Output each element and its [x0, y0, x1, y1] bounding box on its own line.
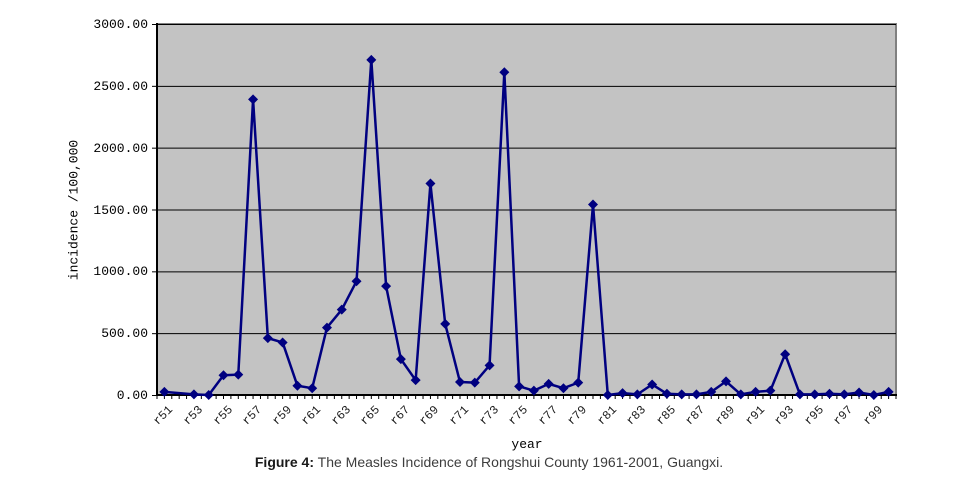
data-point-marker: [395, 354, 406, 365]
y-tick-label: 0.00: [116, 388, 148, 403]
data-point-marker: [780, 349, 791, 360]
data-point-marker: [336, 304, 347, 315]
y-axis-title: incidence /100,000: [66, 139, 82, 281]
data-point-marker: [233, 369, 244, 380]
data-point-marker: [573, 377, 584, 388]
data-point-marker: [307, 383, 318, 394]
data-point-marker: [735, 389, 746, 400]
data-point-marker: [839, 389, 850, 400]
data-point-marker: [351, 276, 362, 287]
y-tick-label: 500.00: [101, 326, 148, 342]
data-point-marker: [647, 379, 658, 390]
data-point-marker: [809, 389, 820, 400]
caption-text: The Measles Incidence of Rongshui County…: [314, 454, 724, 470]
data-point-marker: [883, 386, 894, 397]
y-tick-label: 1500.00: [93, 202, 148, 218]
data-point-marker: [440, 318, 451, 329]
data-point-marker: [366, 54, 377, 65]
data-point-marker: [514, 381, 525, 392]
data-point-marker: [765, 385, 776, 396]
data-point-marker: [602, 390, 613, 400]
data-point-marker: [469, 377, 480, 388]
data-point-marker: [543, 378, 554, 389]
data-point-marker: [868, 390, 879, 400]
data-point-marker: [381, 281, 392, 292]
data-point-marker: [617, 388, 628, 399]
data-point-marker: [691, 389, 702, 400]
data-point-marker: [159, 386, 170, 397]
data-point-marker: [499, 67, 510, 78]
data-point-marker: [824, 388, 835, 399]
plot-area: [152, 23, 897, 400]
data-point-marker: [248, 94, 259, 105]
data-point-marker: [661, 388, 672, 399]
data-point-marker: [321, 322, 332, 333]
data-point-marker: [425, 178, 436, 189]
caption-label: Figure 4:: [254, 454, 314, 470]
data-point-marker: [558, 383, 569, 394]
y-tick-label: 3000.00: [93, 17, 148, 32]
data-point-marker: [262, 333, 273, 344]
data-point-marker: [484, 360, 495, 371]
data-point-marker: [410, 375, 421, 386]
data-point-marker: [292, 380, 303, 391]
data-point-marker: [203, 390, 214, 400]
data-point-marker: [794, 389, 805, 400]
y-tick-label: 1000.00: [93, 264, 148, 280]
data-point-marker: [706, 386, 717, 397]
data-point-marker: [721, 376, 732, 387]
data-point-marker: [454, 377, 465, 388]
data-point-marker: [676, 389, 687, 400]
figure-caption: Figure 4: The Measles Incidence of Rongs…: [0, 454, 978, 470]
data-point-marker: [277, 337, 288, 348]
data-point-marker: [528, 385, 539, 396]
data-point-marker: [588, 199, 599, 210]
data-point-marker: [218, 370, 229, 381]
data-point-marker: [188, 389, 199, 400]
data-point-marker: [750, 386, 761, 397]
y-tick-label: 2000.00: [93, 140, 148, 156]
data-point-marker: [632, 389, 643, 400]
x-axis-title: year: [511, 437, 543, 452]
data-point-marker: [854, 387, 865, 398]
y-tick-label: 2500.00: [93, 78, 148, 94]
